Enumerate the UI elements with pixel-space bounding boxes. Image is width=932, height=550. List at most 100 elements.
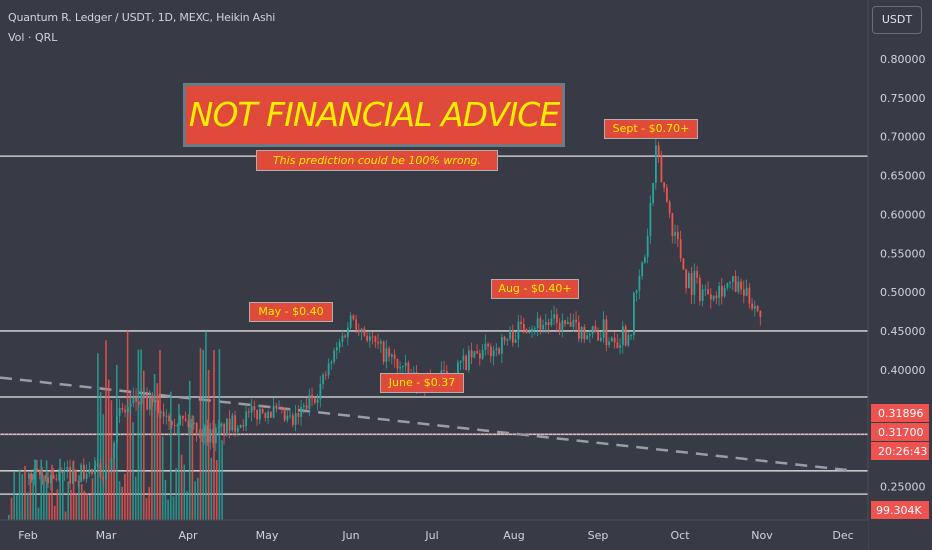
candle-body: [457, 362, 459, 375]
volume-bar: [134, 476, 137, 520]
candle-body: [250, 406, 253, 413]
candle-body: [300, 406, 303, 417]
note-may: May - $0.40: [249, 302, 333, 322]
x-tick-label: May: [256, 529, 279, 542]
candle-body: [666, 187, 668, 202]
volume-bar: [113, 443, 115, 520]
candle-body: [539, 318, 542, 330]
candle-body: [580, 326, 583, 339]
candle-body: [501, 337, 503, 354]
candle-body: [542, 325, 545, 330]
volume-bar: [207, 369, 210, 520]
candle-body: [399, 366, 402, 369]
candle-body: [517, 321, 520, 340]
candle-body: [168, 415, 171, 422]
candle-body: [140, 395, 143, 405]
y-tick-label: 0.60000: [880, 208, 926, 221]
candle-body: [237, 427, 239, 432]
candle-body: [578, 322, 580, 339]
candle-body: [487, 343, 490, 347]
price-tag-text: 0.31700: [878, 426, 924, 439]
volume-bar: [62, 471, 64, 520]
candle-body: [369, 336, 371, 341]
volume-bar: [121, 486, 123, 520]
y-tick-label: 0.25000: [880, 480, 926, 493]
candle-body: [44, 476, 47, 478]
candle-body: [311, 394, 314, 399]
candle-body: [745, 287, 748, 296]
candle-body: [484, 343, 487, 350]
volume-bar: [21, 473, 24, 520]
candle-body: [613, 337, 616, 343]
candle-body: [635, 290, 638, 293]
candle-body: [718, 285, 721, 298]
candle-body: [261, 409, 264, 413]
candle-body: [325, 374, 327, 376]
volume-bar: [124, 473, 126, 520]
candle-body: [531, 328, 534, 332]
candle-body: [259, 409, 261, 420]
candle-body: [586, 335, 589, 340]
candle-body: [545, 322, 547, 326]
candle-body: [256, 409, 259, 420]
candle-body: [462, 355, 465, 361]
volume-bar: [175, 468, 177, 520]
candle-body: [514, 339, 517, 343]
candle-body: [591, 326, 594, 335]
volume-bar: [97, 353, 99, 520]
volume-bar: [161, 436, 164, 520]
candle-body: [503, 337, 506, 341]
candle-body: [663, 182, 666, 188]
candle-body: [341, 335, 344, 342]
candle-body: [165, 415, 168, 417]
candle-body: [652, 182, 655, 203]
candle-body: [292, 415, 294, 425]
candle-body: [118, 408, 121, 416]
y-tick-label: 0.65000: [880, 170, 926, 183]
candle-body: [649, 202, 652, 236]
candle-body: [151, 397, 154, 403]
candle-body: [190, 424, 193, 428]
candle-body: [391, 354, 393, 357]
candle-body: [99, 463, 102, 478]
symbol-legend[interactable]: Quantum R. Ledger / USDT, 1D, MEXC, Heik…: [8, 11, 276, 24]
candle-body: [553, 314, 556, 319]
candle-body: [63, 469, 66, 473]
volume-bar: [191, 415, 194, 520]
volume-bar: [215, 460, 218, 520]
candle-body: [278, 407, 281, 409]
candle-body: [385, 348, 388, 362]
candle-body: [110, 458, 113, 471]
volume-bar: [13, 471, 15, 520]
candle-body: [536, 318, 539, 329]
candle-body: [283, 407, 286, 421]
volume-bar: [126, 330, 129, 520]
currency-button[interactable]: USDT: [872, 6, 922, 34]
volume-bar: [43, 476, 45, 520]
candle-body: [121, 408, 124, 410]
candle-body: [605, 319, 608, 345]
candle-body: [347, 327, 349, 338]
candle-body: [239, 424, 242, 428]
candle-body: [602, 319, 605, 338]
candle-body: [759, 310, 762, 317]
candle-body: [316, 399, 319, 403]
volume-legend[interactable]: Vol · QRL: [8, 31, 58, 44]
candle-body: [371, 336, 374, 338]
candle-body: [729, 281, 732, 284]
candle-body: [212, 429, 215, 444]
x-tick-label: Sep: [588, 529, 609, 542]
volume-bar: [197, 477, 199, 520]
candle-body: [366, 335, 369, 341]
candle-body: [198, 434, 201, 436]
candle-body: [327, 363, 330, 376]
volume-bar: [180, 454, 183, 520]
volume-bar: [37, 507, 40, 520]
candle-body: [96, 463, 99, 467]
volume-bar: [48, 492, 51, 520]
disclaimer-banner: NOT FINANCIAL ADVICE: [183, 83, 565, 147]
volume-bar: [156, 383, 159, 520]
candle-body: [58, 471, 61, 480]
volume-bar: [67, 481, 69, 520]
candle-body: [275, 405, 278, 409]
